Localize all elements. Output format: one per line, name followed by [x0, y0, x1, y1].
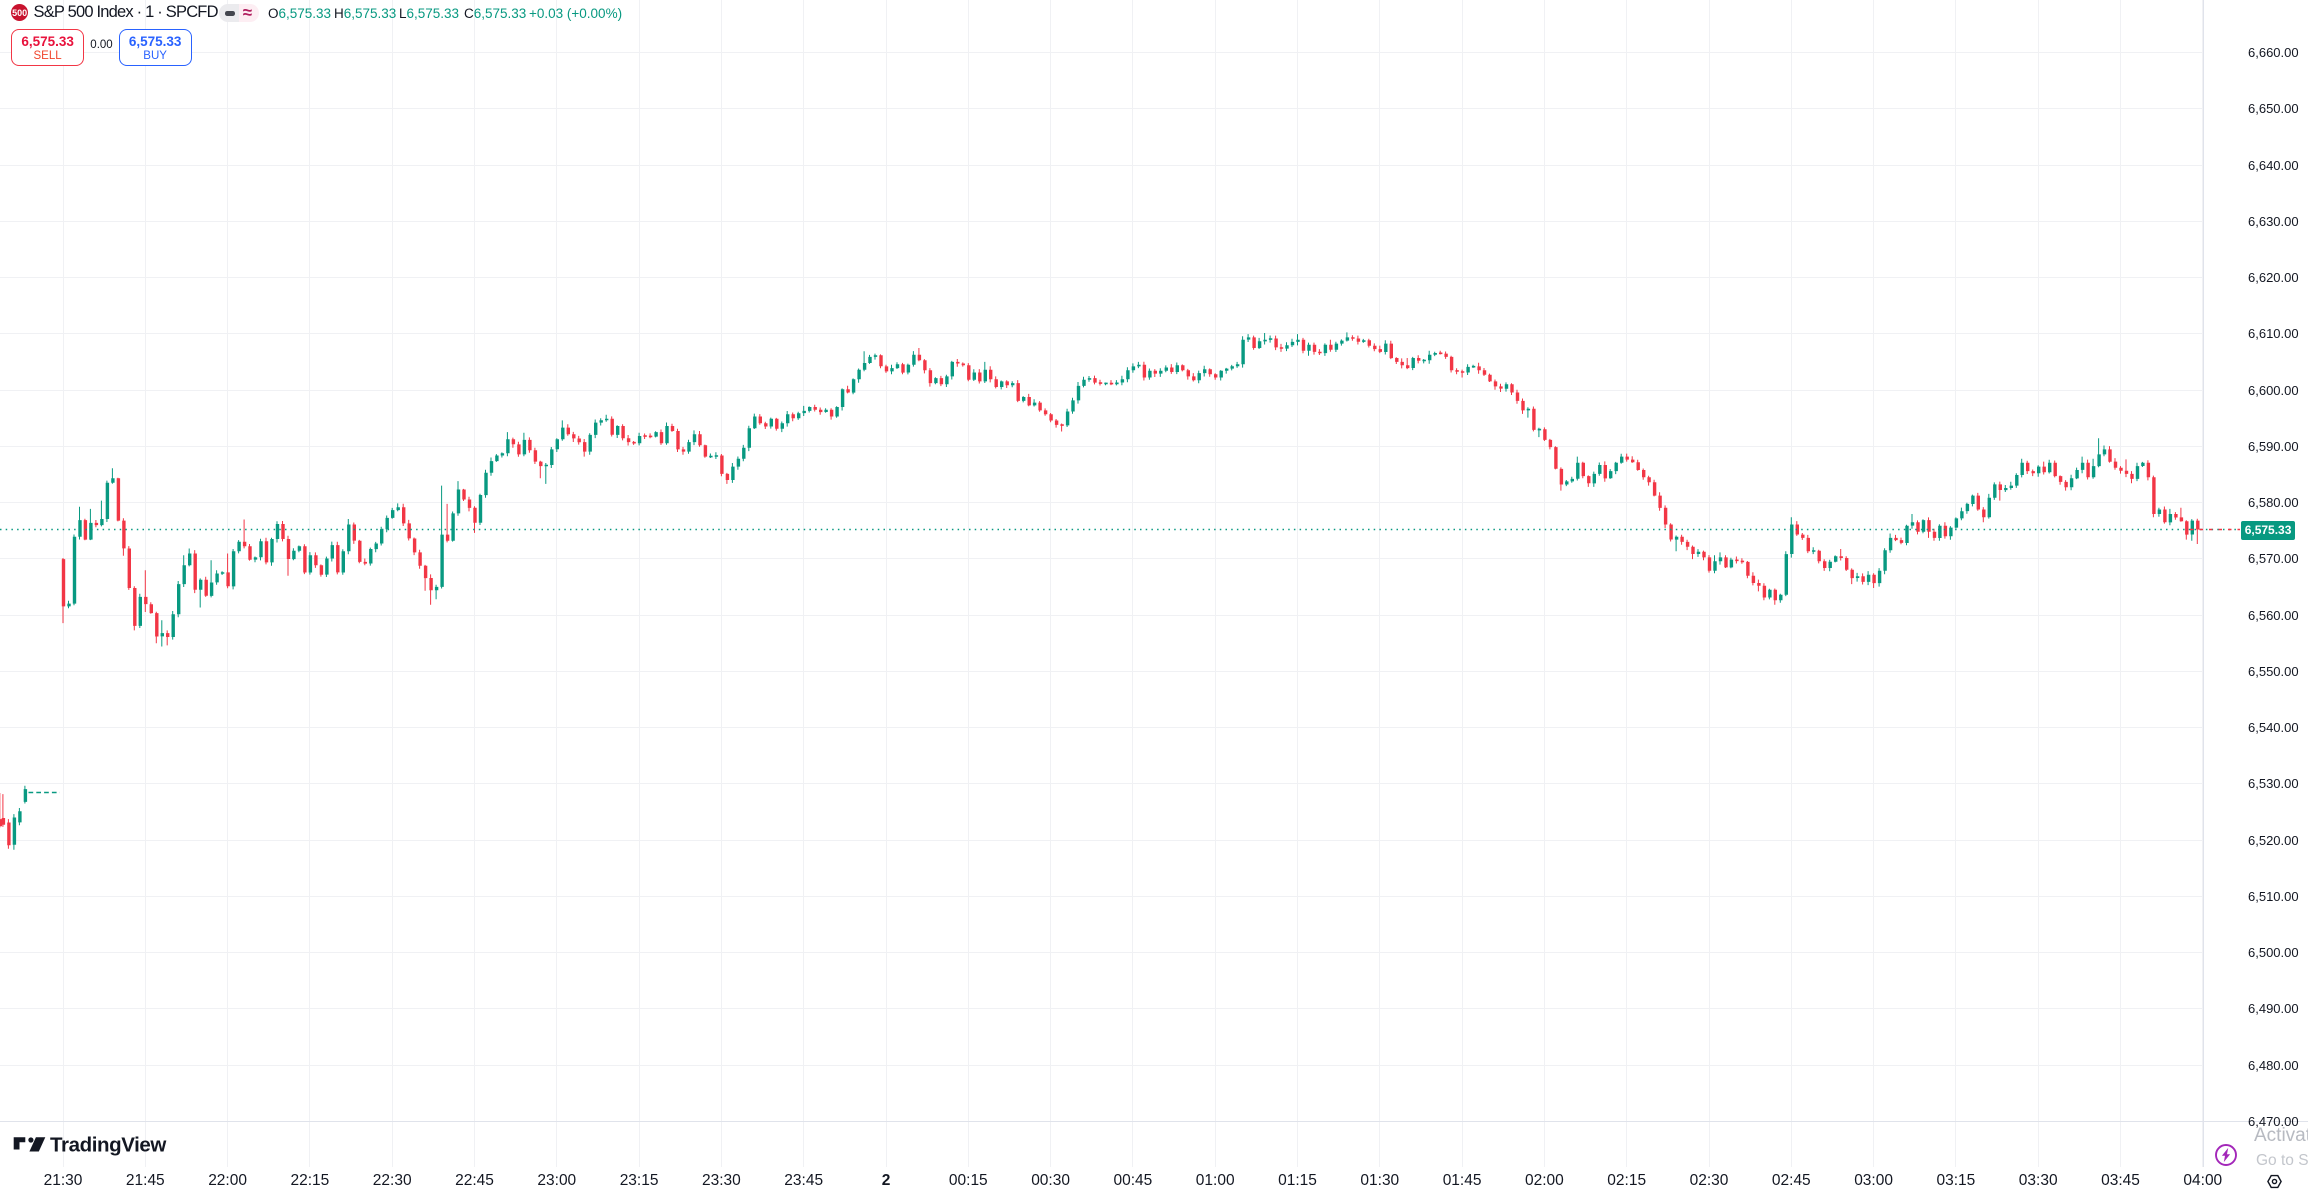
svg-text:TradingView: TradingView: [50, 1135, 166, 1157]
